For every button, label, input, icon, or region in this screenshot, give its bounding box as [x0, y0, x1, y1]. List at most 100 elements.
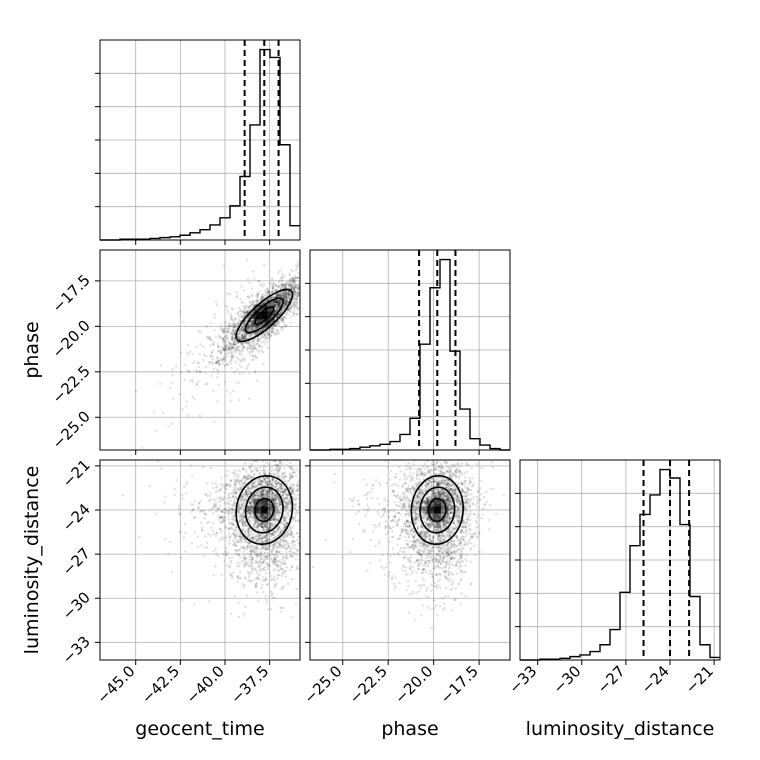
data-point: [219, 328, 223, 331]
data-point: [276, 307, 279, 310]
data-point: [291, 277, 295, 280]
data-point: [242, 329, 246, 332]
data-point: [284, 293, 288, 296]
data-point: [290, 304, 294, 307]
data-point: [296, 307, 300, 311]
data-point: [304, 273, 306, 275]
data-point: [250, 324, 253, 327]
data-point: [292, 278, 295, 282]
data-point: [246, 571, 249, 574]
data-point: [269, 315, 273, 319]
data-point: [235, 349, 238, 352]
data-point: [276, 299, 279, 302]
data-point: [271, 561, 274, 564]
data-point: [277, 301, 280, 305]
data-point: [301, 475, 303, 477]
data-point: [242, 329, 245, 333]
data-point: [227, 341, 231, 344]
data-point: [247, 316, 250, 319]
data-point: [251, 305, 255, 308]
data-point: [250, 323, 253, 326]
data-point: [223, 348, 226, 352]
y-tick-label: −22.5: [49, 362, 94, 407]
data-point: [294, 603, 298, 606]
data-point: [283, 306, 287, 309]
data-point: [274, 306, 277, 309]
data-point: [263, 334, 267, 337]
data-point: [273, 309, 277, 312]
data-point: [270, 482, 273, 485]
data-point: [275, 300, 278, 304]
data-point: [212, 340, 215, 344]
data-point: [234, 360, 237, 363]
data-point: [223, 496, 226, 499]
data-point: [290, 578, 294, 581]
data-point: [239, 298, 242, 301]
data-point: [235, 340, 238, 343]
data-point: [227, 346, 231, 349]
data-point: [202, 359, 205, 362]
data-point: [293, 301, 296, 305]
data-point: [266, 287, 269, 291]
data-point: [296, 287, 300, 290]
data-point: [223, 516, 226, 519]
data-point: [278, 311, 282, 315]
data-point: [243, 358, 246, 361]
data-point: [211, 355, 214, 358]
data-point: [242, 333, 245, 337]
data-point: [243, 334, 247, 337]
data-point: [251, 319, 254, 322]
data-point: [292, 278, 295, 281]
data-point: [269, 302, 272, 305]
data-point: [249, 344, 253, 347]
data-point: [270, 301, 274, 304]
data-point: [205, 336, 209, 339]
data-point: [247, 342, 251, 345]
data-point: [262, 454, 264, 456]
data-point: [302, 298, 304, 300]
data-point: [274, 497, 277, 500]
data-point: [254, 332, 257, 335]
data-point: [280, 309, 284, 312]
data-point: [252, 324, 256, 327]
data-point: [256, 318, 259, 322]
data-point: [284, 293, 288, 296]
data-point: [233, 330, 237, 334]
data-point: [283, 298, 286, 301]
data-point: [272, 569, 275, 572]
data-point: [272, 287, 275, 291]
data-point: [269, 310, 272, 313]
data-point: [277, 320, 280, 323]
data-point: [277, 302, 280, 306]
data-point: [282, 316, 285, 319]
data-point: [289, 283, 293, 286]
data-point: [228, 556, 231, 560]
data-point: [271, 497, 275, 501]
data-point: [226, 469, 229, 473]
data-point: [267, 332, 270, 336]
data-point: [244, 490, 248, 494]
data-point: [247, 324, 250, 327]
data-point: [255, 561, 258, 564]
data-point: [288, 568, 292, 572]
data-point: [266, 608, 270, 611]
data-point: [228, 360, 231, 363]
data-point: [242, 315, 246, 318]
data-point: [231, 308, 234, 311]
data-point: [276, 307, 279, 310]
data-point: [281, 282, 284, 285]
data-point: [271, 296, 274, 299]
data-point: [251, 320, 254, 323]
data-point: [241, 326, 244, 329]
data-point: [252, 322, 255, 326]
data-point: [282, 585, 285, 588]
data-point: [267, 333, 270, 337]
data-point: [254, 326, 258, 330]
data-point: [273, 300, 276, 304]
data-point: [189, 503, 193, 506]
data-point: [293, 286, 296, 290]
data-point: [264, 338, 267, 341]
data-point: [270, 326, 274, 329]
data-point: [238, 535, 241, 538]
data-point: [233, 595, 236, 598]
